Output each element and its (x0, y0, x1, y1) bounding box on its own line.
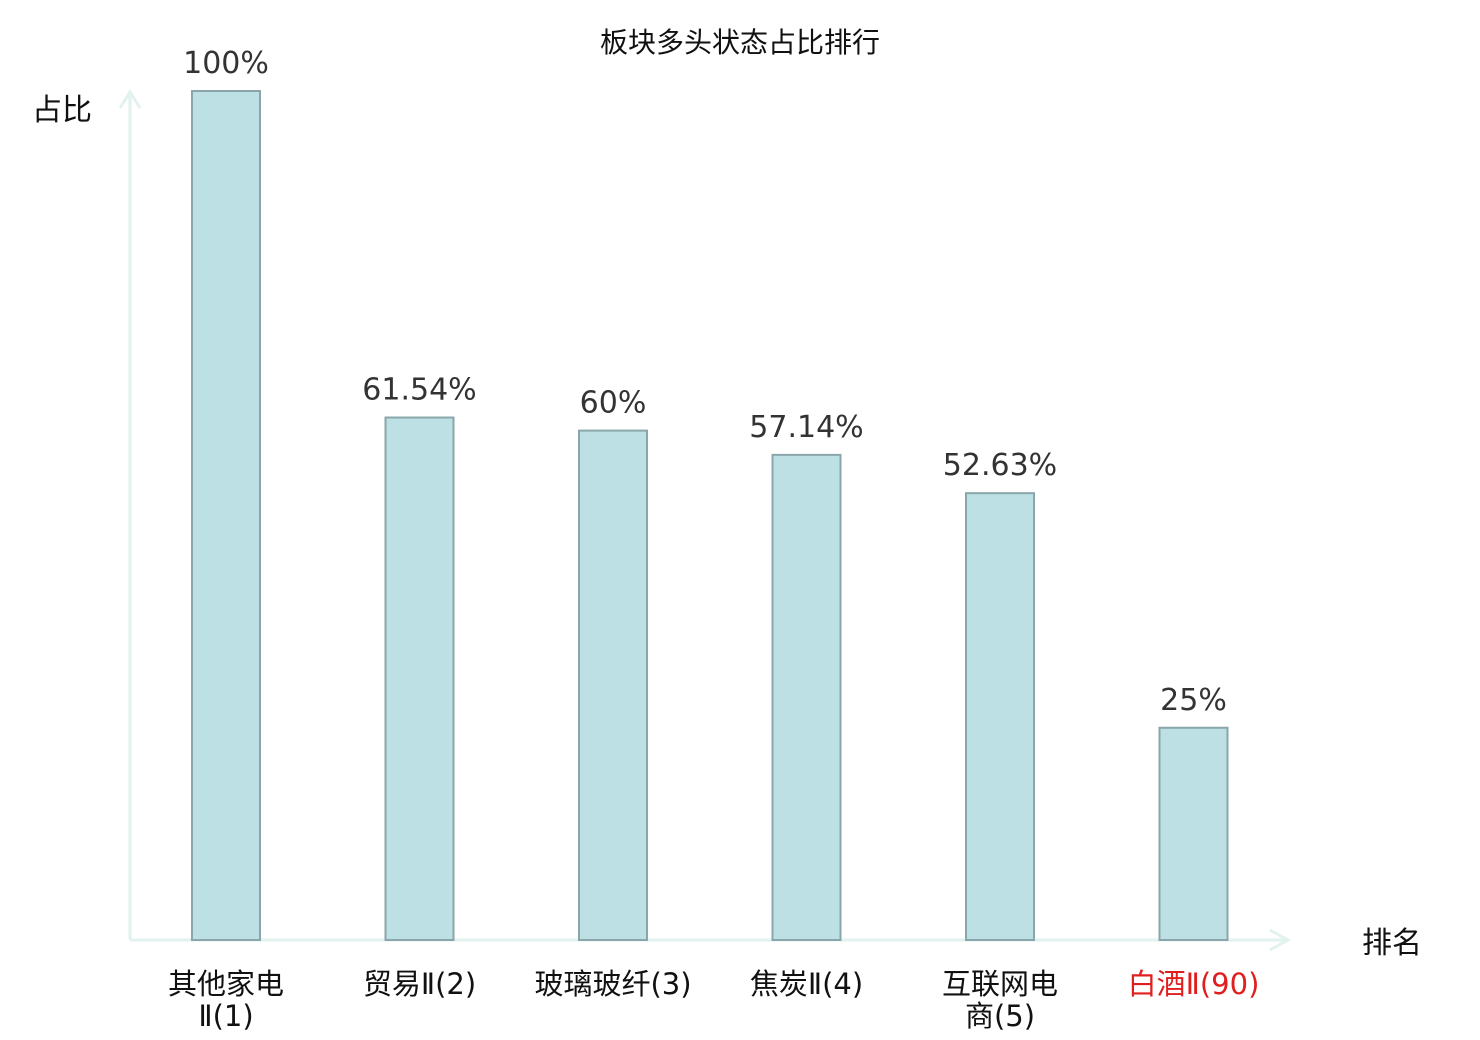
category-label-5: 互联网电商(5) (942, 967, 1058, 1033)
x-axis-label: 排名 (1362, 926, 1422, 961)
bar-2 (384, 416, 455, 941)
value-label-6: 25% (1160, 683, 1227, 718)
x-axis-arrow (1269, 928, 1292, 952)
value-label-3: 60% (580, 386, 647, 421)
y-axis-arrow (118, 89, 142, 109)
category-label-2: 贸易Ⅱ(2) (363, 967, 476, 1001)
category-label-3: 玻璃玻纤(3) (534, 967, 691, 1001)
value-label-1: 100% (183, 46, 269, 81)
category-label-1: 其他家电 Ⅱ(1) (168, 967, 284, 1033)
bar-1 (191, 90, 261, 941)
bars-group: 100% 其他家电 Ⅱ(1) 61.54% 贸易Ⅱ(2) 60% 玻璃玻纤(3) 57.14%… (168, 46, 1259, 1033)
value-label-2: 61.54% (362, 373, 476, 408)
bar-3 (578, 429, 648, 941)
bar-4 (771, 453, 842, 941)
category-label-6: 白酒Ⅱ(90) (1128, 967, 1260, 1001)
chart-title: 板块多头状态占比排行 (600, 26, 880, 59)
category-label-4: 焦炭Ⅱ(4) (750, 967, 863, 1001)
value-label-5: 52.63% (943, 448, 1057, 483)
bar-5 (965, 492, 1035, 941)
bar-6 (1158, 726, 1229, 941)
value-label-4: 57.14% (749, 410, 863, 445)
y-axis-label: 占比 (32, 93, 92, 128)
